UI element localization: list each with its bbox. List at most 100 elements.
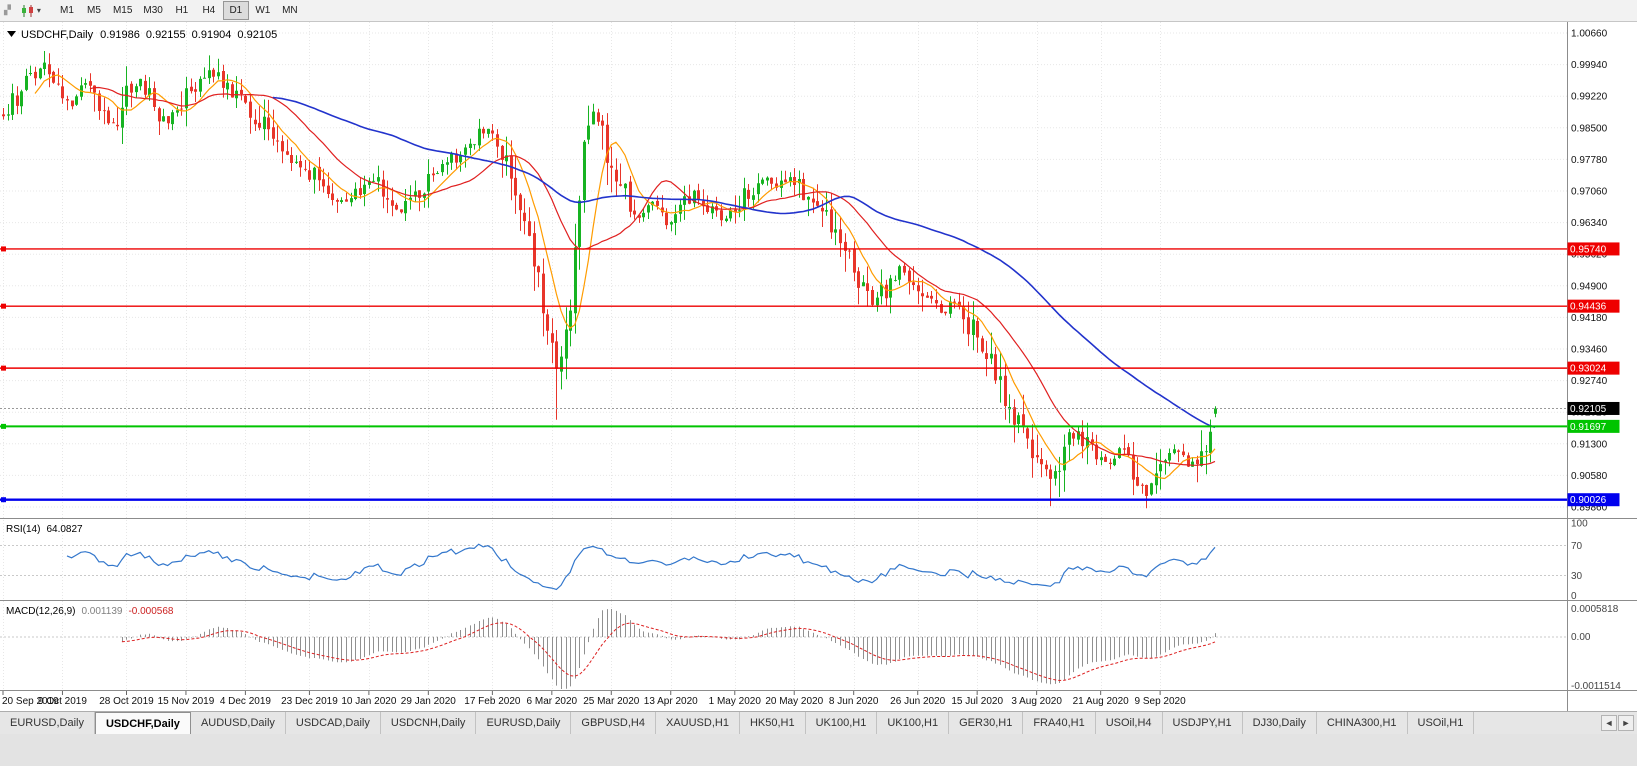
ma-60-line (272, 96, 1216, 429)
svg-text:28 Oct 2019: 28 Oct 2019 (99, 696, 154, 707)
chart-tab-16[interactable]: CHINA300,H1 (1316, 712, 1408, 734)
chart-type-button[interactable]: ▾ (16, 3, 46, 19)
chart-tab-4[interactable]: USDCNH,Daily (380, 712, 477, 734)
chart-tab-5[interactable]: EURUSD,Daily (476, 712, 572, 734)
up-candle-bodies (7, 62, 1217, 495)
svg-text:0.94900: 0.94900 (1571, 281, 1608, 292)
timeframe-buttons: M1 M5 M15 M30 H1 H4 D1 W1 MN (54, 1, 303, 20)
svg-text:0.89860: 0.89860 (1571, 503, 1608, 514)
chart-tab-17[interactable]: USOil,H1 (1407, 712, 1475, 734)
toolbar-grip[interactable]: ▞ (4, 5, 11, 15)
moving-average-lines (34, 74, 1216, 480)
chart-grid (0, 22, 1567, 691)
price-chart[interactable]: USDCHF,Daily 0.91986 0.92155 0.91904 0.92105… (0, 22, 1637, 711)
svg-text:1.00660: 1.00660 (1571, 29, 1608, 40)
chevron-down-icon: ▾ (36, 6, 41, 15)
timeframe-button-m1[interactable]: M1 (59, 5, 74, 16)
timeframe-button-h1[interactable]: H1 (175, 5, 189, 16)
rsi-line (66, 543, 1216, 591)
status-bar (0, 734, 1637, 766)
chart-tab-11[interactable]: GER30,H1 (949, 712, 1024, 734)
chart-tab-6[interactable]: GBPUSD,H4 (571, 712, 656, 734)
horizontal-level-lines[interactable] (0, 246, 1567, 503)
svg-text:10 Jan 2020: 10 Jan 2020 (341, 696, 396, 707)
rsi-label: RSI(14) 64.0827 (6, 524, 83, 535)
tab-scroll-left-icon[interactable]: ◄ (1601, 715, 1617, 731)
svg-text:0.94436: 0.94436 (1570, 302, 1607, 313)
chart-tab-0[interactable]: EURUSD,Daily (0, 712, 95, 734)
svg-text:6 Mar 2020: 6 Mar 2020 (527, 696, 578, 707)
chart-tab-bar: EURUSD,Daily USDCHF,Daily AUDUSD,Daily USDC… (0, 711, 1637, 734)
chart-tab-15[interactable]: DJ30,Daily (1242, 712, 1317, 734)
macd-signal-line (121, 622, 1216, 682)
svg-text:3 Aug 2020: 3 Aug 2020 (1011, 696, 1062, 707)
svg-text:9 Sep 2020: 9 Sep 2020 (1135, 696, 1187, 707)
svg-text:0.96340: 0.96340 (1571, 218, 1608, 229)
chart-tab-14[interactable]: USDJPY,H1 (1162, 712, 1243, 734)
svg-text:17 Feb 2020: 17 Feb 2020 (464, 696, 521, 707)
timeframe-button-m30[interactable]: M30 (143, 5, 163, 16)
svg-text:0.93024: 0.93024 (1570, 364, 1607, 375)
macd-scale-min: -0.0011514 (1571, 681, 1621, 692)
svg-text:4 Dec 2019: 4 Dec 2019 (220, 696, 272, 707)
price-badges: 0.95740 0.94436 0.93024 0.91697 0.90026 0.921… (1567, 242, 1620, 507)
svg-text:15 Nov 2019: 15 Nov 2019 (158, 696, 215, 707)
macd-scale-zero: 0.00 (1571, 632, 1591, 643)
ma-8-line (34, 74, 1216, 480)
chart-tab-12[interactable]: FRA40,H1 (1023, 712, 1096, 734)
chart-tab-9[interactable]: UK100,H1 (805, 712, 878, 734)
timeframe-button-d1[interactable]: D1 (222, 1, 249, 20)
svg-text:13 Apr 2020: 13 Apr 2020 (644, 696, 698, 707)
chart-tab-1[interactable]: USDCHF,Daily (94, 712, 191, 734)
chart-tab-3[interactable]: USDCAD,Daily (285, 712, 381, 734)
chart-tab-13[interactable]: USOil,H4 (1095, 712, 1163, 734)
svg-text:20 May 2020: 20 May 2020 (765, 696, 823, 707)
svg-text:0.98500: 0.98500 (1571, 123, 1608, 134)
svg-text:0.90026: 0.90026 (1570, 495, 1607, 506)
chart-tab-7[interactable]: XAUUSD,H1 (655, 712, 740, 734)
macd-label: MACD(12,26,9) 0.001139 -0.000568 (6, 606, 174, 617)
svg-text:29 Jan 2020: 29 Jan 2020 (401, 696, 456, 707)
timeframe-button-w1[interactable]: W1 (255, 5, 271, 16)
svg-text:0.95740: 0.95740 (1570, 244, 1607, 255)
timeframe-button-m15[interactable]: M15 (112, 5, 133, 16)
svg-text:100: 100 (1571, 519, 1588, 530)
svg-text:0: 0 (1571, 591, 1577, 602)
svg-text:15 Jul 2020: 15 Jul 2020 (951, 696, 1003, 707)
svg-text:26 Jun 2020: 26 Jun 2020 (890, 696, 945, 707)
chart-tab-2[interactable]: AUDUSD,Daily (190, 712, 286, 734)
svg-text:0.92740: 0.92740 (1571, 376, 1608, 387)
svg-text:20 Sep 2019: 20 Sep 2019 (2, 696, 59, 707)
svg-text:9 Oct 2019: 9 Oct 2019 (38, 696, 87, 707)
svg-text:0.90580: 0.90580 (1571, 471, 1608, 482)
svg-text:30: 30 (1571, 571, 1583, 582)
svg-text:70: 70 (1571, 541, 1583, 552)
svg-text:0.91300: 0.91300 (1571, 439, 1608, 450)
svg-text:0.99220: 0.99220 (1571, 92, 1608, 103)
svg-text:0.92105: 0.92105 (1570, 404, 1607, 415)
tab-scroll-controls: ◄ ► (1598, 712, 1637, 734)
window-menu-icon[interactable] (7, 31, 16, 37)
chart-tab-8[interactable]: HK50,H1 (739, 712, 806, 734)
svg-text:1 May 2020: 1 May 2020 (709, 696, 762, 707)
svg-text:0.97060: 0.97060 (1571, 187, 1608, 198)
macd-scale-max: 0.0005818 (1571, 604, 1619, 615)
chart-header: USDCHF,Daily 0.91986 0.92155 0.91904 0.92105 (21, 29, 277, 41)
ma-20-line (89, 86, 1216, 466)
timeframe-button-m5[interactable]: M5 (86, 5, 101, 16)
timeframe-toolbar: ▞ ▾ M1 M5 M15 M30 H1 H4 D1 W1 MN (0, 0, 1637, 22)
svg-text:23 Dec 2019: 23 Dec 2019 (281, 696, 338, 707)
svg-text:0.91697: 0.91697 (1570, 422, 1607, 433)
chart-tabs: EURUSD,Daily USDCHF,Daily AUDUSD,Daily USDC… (0, 712, 1475, 734)
timeframe-button-h4[interactable]: H4 (202, 5, 216, 16)
macd-panel (0, 609, 1567, 689)
timeframe-button-mn[interactable]: MN (282, 5, 298, 16)
svg-text:21 Aug 2020: 21 Aug 2020 (1073, 696, 1130, 707)
tab-scroll-right-icon[interactable]: ► (1618, 715, 1634, 731)
svg-text:0.93460: 0.93460 (1571, 345, 1608, 356)
svg-text:25 Mar 2020: 25 Mar 2020 (583, 696, 640, 707)
chart-tab-10[interactable]: UK100,H1 (877, 712, 950, 734)
rsi-panel (0, 543, 1567, 591)
svg-text:0.99940: 0.99940 (1571, 60, 1608, 71)
svg-text:8 Jun 2020: 8 Jun 2020 (829, 696, 879, 707)
